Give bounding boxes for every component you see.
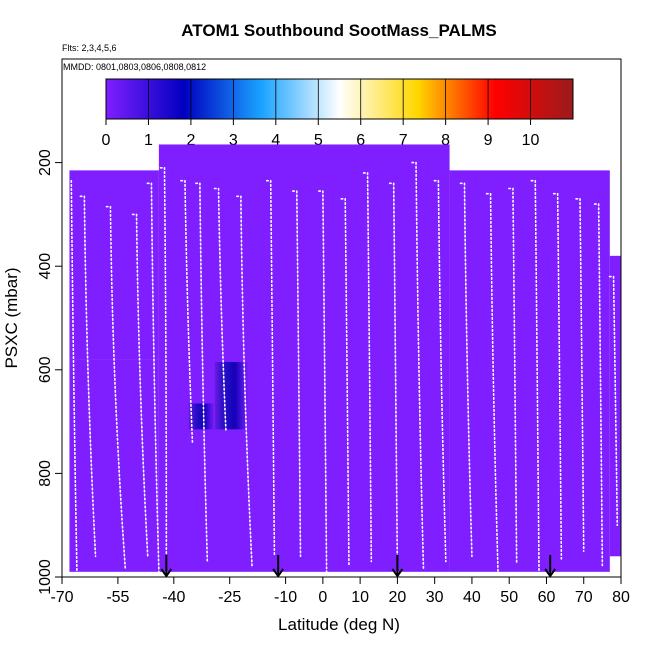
flights-note: Flts: 2,3,4,5,6 [62, 43, 117, 53]
y-tick-label: 1000 [37, 559, 54, 595]
y-tick-label: 200 [37, 149, 54, 176]
flight-profile [411, 161, 425, 571]
x-axis-label: Latitude (deg N) [278, 615, 400, 634]
colorbar-tick-label: 1 [144, 132, 153, 149]
enhanced-layer [188, 362, 249, 430]
flight-profile [552, 192, 563, 560]
x-tick-label: 40 [463, 589, 481, 606]
arrow-head [391, 568, 404, 578]
colorbar-tick-label: 5 [314, 132, 323, 149]
x-tick-label: 10 [351, 589, 369, 606]
flight-profile [608, 275, 619, 526]
field-cell [69, 170, 159, 360]
dates-note: MMDD: 0801,0803,0806,0808,0812 [63, 62, 206, 72]
enhanced-cell [214, 362, 249, 430]
flight-profile [146, 182, 160, 573]
colorbar-rect [105, 78, 574, 120]
colorbar-tick-label: 0 [102, 132, 111, 149]
flight-profile [388, 182, 399, 573]
colorbar-tick-label: 4 [271, 132, 280, 149]
flight-profile [66, 179, 78, 573]
enhanced-cell [188, 403, 215, 430]
profile-layer [66, 161, 619, 573]
x-tick-label: 0 [318, 589, 327, 606]
flight-profile [159, 166, 168, 565]
x-tick-label: -10 [274, 589, 297, 606]
x-tick-label: -70 [50, 589, 73, 606]
x-tick-label: 70 [575, 589, 593, 606]
flight-profile [195, 182, 209, 563]
flight-profile [593, 203, 604, 568]
arrow-head [160, 568, 173, 578]
arrow-head [544, 568, 557, 578]
flight-profile [180, 179, 194, 444]
colorbar-tick-label: 6 [356, 132, 365, 149]
x-tick-label: -40 [162, 589, 185, 606]
flight-profile [485, 192, 499, 573]
flight-profile [318, 190, 328, 573]
plot-frame [61, 58, 622, 578]
flight-profile [213, 187, 227, 433]
field-layer [69, 144, 621, 572]
y-tick-label: 400 [37, 253, 54, 280]
flight-profile [433, 179, 447, 563]
x-axis: -70 -55 -40 -25 -10 0 10 20 30 40 50 60 70 80 [50, 577, 630, 606]
flight-profile [236, 195, 253, 568]
field-cell [69, 359, 159, 572]
x-tick-label: 60 [538, 589, 556, 606]
colorbar-ticks: 0 1 2 3 4 5 6 7 8 9 10 [102, 79, 540, 149]
y-tick-label: 600 [37, 356, 54, 383]
x-tick-label: 50 [500, 589, 518, 606]
x-tick-label: 30 [426, 589, 444, 606]
flight-profile [79, 195, 97, 558]
flight-profile [291, 190, 302, 558]
plot-area [66, 144, 621, 578]
colorbar-tick-label: 7 [399, 132, 408, 149]
colorbar-tick-label: 2 [186, 132, 195, 149]
field-cell [449, 170, 610, 572]
flight-profile [530, 179, 540, 573]
y-tick-label: 800 [37, 460, 54, 487]
x-tick-label: -55 [106, 589, 129, 606]
arrow-layer [160, 555, 557, 578]
field-cell [158, 144, 450, 572]
colorbar-tick-label: 3 [229, 132, 238, 149]
y-axis-label: PSXC (mbar) [2, 267, 21, 368]
flight-profile [131, 213, 149, 558]
flight-profile [459, 182, 473, 558]
flight-profile [340, 198, 350, 568]
x-tick-label: -25 [218, 589, 241, 606]
y-axis: 200 400 600 800 1000 [37, 149, 62, 595]
arrow-head [272, 568, 284, 578]
colorbar-tick-label: 8 [441, 132, 450, 149]
colorbar-tick-label: 10 [522, 132, 540, 149]
x-tick-label: 80 [612, 589, 630, 606]
colorbar-tick-label: 9 [484, 132, 493, 149]
flight-profile [362, 172, 373, 563]
x-tick-label: 20 [389, 589, 407, 606]
colorbar: 0 1 2 3 4 5 6 7 8 9 10 [102, 78, 574, 149]
chart-title: ATOM1 Southbound SootMass_PALMS [181, 21, 496, 40]
flight-profile [105, 205, 127, 571]
